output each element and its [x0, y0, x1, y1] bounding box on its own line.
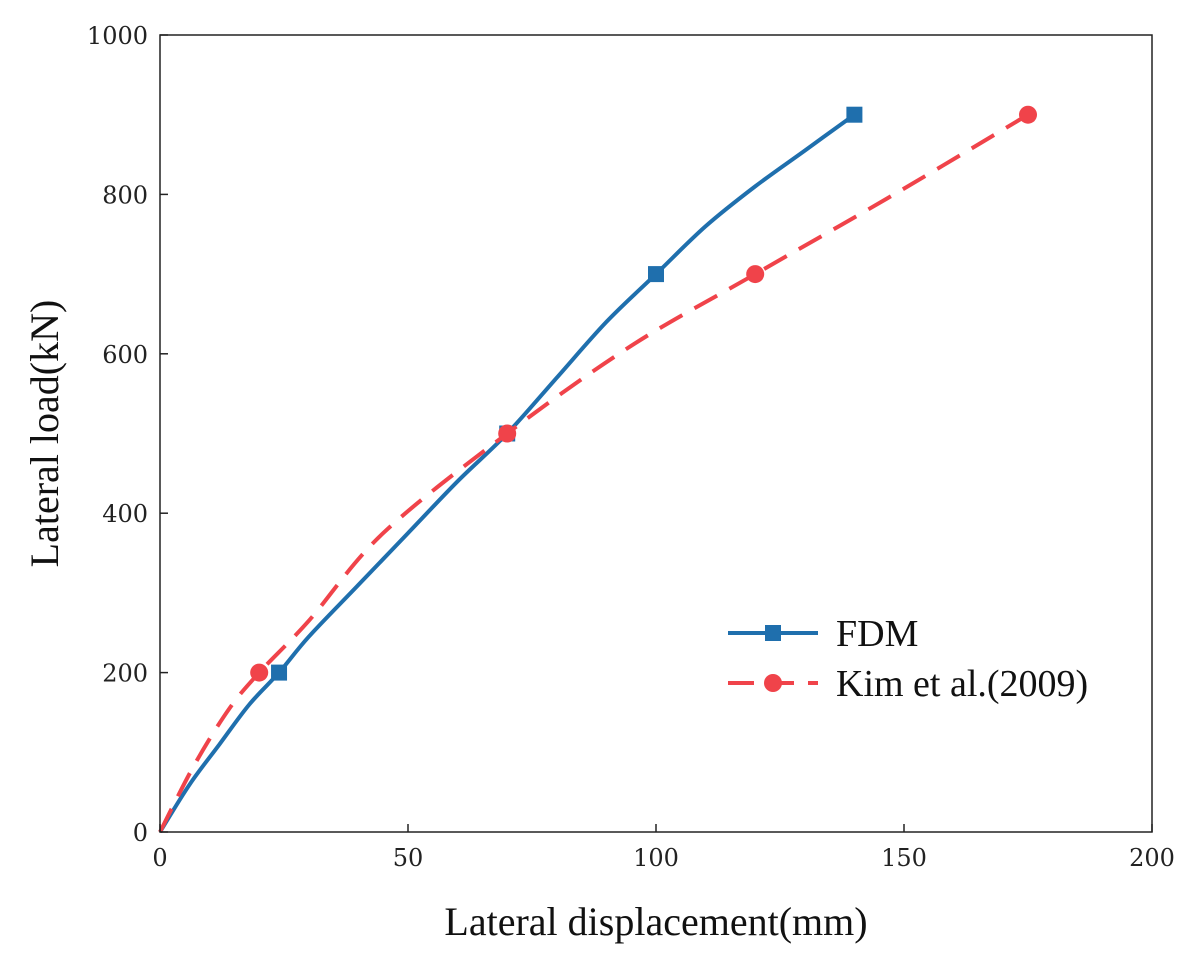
- legend-marker-fdm: [765, 625, 781, 641]
- data-point-kim: [250, 663, 269, 682]
- series-line-fdm: [158, 113, 856, 834]
- x-tick-label: 50: [393, 844, 424, 872]
- series-layer: [158, 105, 1037, 834]
- y-axis-title: Lateral load(kN): [22, 300, 67, 568]
- data-point-fdm: [271, 664, 288, 681]
- y-tick-label: 400: [102, 500, 148, 528]
- y-tick-label: 800: [102, 181, 148, 209]
- legend-label-kim: Kim et al.(2009): [836, 663, 1088, 705]
- data-point-fdm: [648, 266, 664, 283]
- ticks-layer: 0 50 100 150 200 0 200 400 600 800 1000: [87, 22, 1175, 872]
- y-tick-label: 0: [133, 819, 148, 847]
- x-tick-label: 200: [1129, 844, 1175, 872]
- data-point-kim: [498, 424, 517, 443]
- x-tick-label: 150: [881, 844, 927, 872]
- plot-frame: [159, 34, 1153, 833]
- data-point-kim: [1019, 105, 1037, 124]
- legend-label-fdm: FDM: [836, 613, 918, 655]
- y-tick-label: 200: [102, 660, 148, 688]
- x-tick-label: 100: [633, 844, 679, 872]
- series-line-kim: [158, 112, 1030, 833]
- x-axis-title: Lateral displacement(mm): [444, 899, 867, 944]
- y-tick-label: 1000: [87, 22, 148, 50]
- legend-marker-kim: [764, 674, 782, 692]
- x-tick-label: 0: [152, 844, 167, 872]
- data-point-fdm: [846, 106, 863, 123]
- y-tick-label: 600: [102, 341, 148, 369]
- legend: FDM Kim et al.(2009): [728, 613, 1088, 705]
- data-point-kim: [746, 265, 765, 284]
